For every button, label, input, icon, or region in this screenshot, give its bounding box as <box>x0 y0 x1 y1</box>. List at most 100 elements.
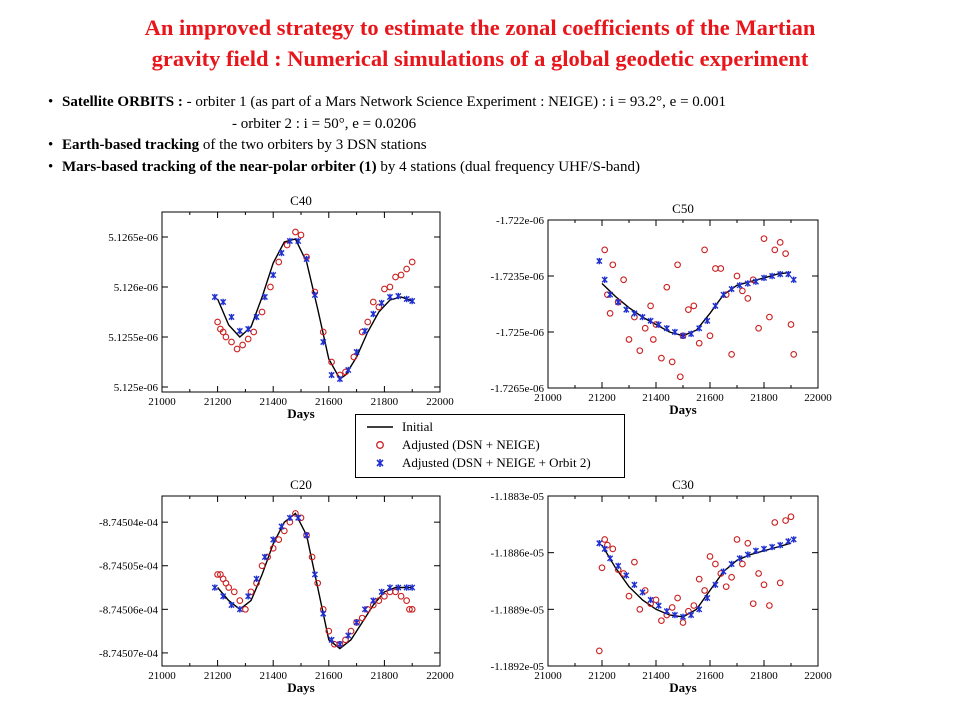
point-adjusted-neige <box>242 605 249 613</box>
x-tick-label: 21600 <box>315 670 343 682</box>
point-adjusted-orbit2 <box>712 581 719 588</box>
point-adjusted-neige <box>604 541 611 549</box>
x-tick-label: 21800 <box>371 396 399 408</box>
point-adjusted-orbit2 <box>623 306 630 313</box>
point-adjusted-orbit2 <box>211 584 218 591</box>
point-adjusted-neige <box>641 324 649 332</box>
point-adjusted-orbit2 <box>607 291 614 298</box>
point-adjusted-neige <box>397 271 405 279</box>
point-adjusted-neige <box>392 273 399 281</box>
point-adjusted-neige <box>403 265 410 273</box>
point-adjusted-neige <box>239 341 246 349</box>
bullet-mars-text: by 4 stations (dual frequency UHF/S-band… <box>376 158 640 175</box>
point-adjusted-orbit2 <box>663 325 670 332</box>
point-adjusted-orbit2 <box>403 295 410 303</box>
y-tick-label: -8.74506e-04 <box>99 604 158 616</box>
point-adjusted-neige <box>744 295 752 302</box>
point-adjusted-orbit2 <box>228 601 235 609</box>
point-adjusted-orbit2 <box>386 293 394 301</box>
bullet-list: • Satellite ORBITS : - orbiter 1 (as par… <box>48 92 726 178</box>
x-tick-label: 21600 <box>315 396 343 408</box>
chart-c30: 21000 21200 21400 21600 21800 22000 -1.1883e-0… <box>491 477 833 695</box>
point-adjusted-neige <box>771 519 779 526</box>
point-adjusted-orbit2 <box>631 581 638 588</box>
point-adjusted-orbit2 <box>769 543 776 551</box>
x-tick-label: 21800 <box>371 670 399 682</box>
point-adjusted-orbit2 <box>704 317 711 324</box>
point-adjusted-orbit2 <box>395 584 402 591</box>
point-adjusted-orbit2 <box>728 560 735 568</box>
point-adjusted-orbit2 <box>220 298 227 306</box>
legend-item-adjusted-orbit2: Adjusted (DSN + NEIGE + Orbit 2) <box>362 454 591 472</box>
point-adjusted-orbit2 <box>261 293 268 301</box>
point-adjusted-neige <box>319 328 327 336</box>
bullet-earth-text: of the two orbiters by 3 DSN stations <box>199 137 427 153</box>
point-adjusted-neige <box>766 313 773 321</box>
x-tick-label: 21000 <box>534 670 562 682</box>
point-adjusted-neige <box>685 607 692 615</box>
x-tick-label: 21600 <box>696 670 724 682</box>
point-adjusted-orbit2 <box>777 270 784 278</box>
point-adjusted-orbit2 <box>790 276 797 283</box>
point-adjusted-neige <box>408 605 416 613</box>
chart-c40: 21000 21200 21400 21600 21800 22000 5.1265e-06… <box>108 193 454 421</box>
x-tick-label: 21200 <box>204 396 232 408</box>
y-tick-label: -1.1883e-05 <box>491 491 545 503</box>
chart-legend: Initial Adjusted (DSN + NEIGE) Adjusted … <box>355 414 625 478</box>
x-axis-label: Days <box>287 680 314 695</box>
point-adjusted-orbit2 <box>671 611 678 619</box>
point-adjusted-neige <box>728 351 735 358</box>
point-adjusted-orbit2 <box>596 540 603 547</box>
point-adjusted-orbit2 <box>311 291 318 299</box>
point-adjusted-neige <box>358 614 366 622</box>
x-tick-label: 21200 <box>204 670 232 682</box>
point-adjusted-neige <box>297 231 305 239</box>
point-adjusted-neige <box>739 560 746 568</box>
circle-marker-icon <box>362 436 398 454</box>
point-adjusted-neige <box>609 545 617 553</box>
point-adjusted-orbit2 <box>245 325 252 333</box>
legend-label-adjusted-neige: Adjusted (DSN + NEIGE) <box>402 437 540 452</box>
point-adjusted-neige <box>668 358 676 366</box>
point-adjusted-neige <box>625 592 633 600</box>
point-adjusted-neige <box>233 345 241 353</box>
point-adjusted-orbit2 <box>270 271 277 279</box>
point-adjusted-neige <box>228 338 235 346</box>
point-adjusted-orbit2 <box>679 332 687 339</box>
point-adjusted-orbit2 <box>261 553 268 561</box>
point-adjusted-neige <box>392 588 399 596</box>
point-adjusted-neige <box>755 324 762 332</box>
x-tick-label: 22000 <box>804 392 832 404</box>
point-adjusted-neige <box>214 571 221 578</box>
point-adjusted-neige <box>258 308 266 316</box>
point-adjusted-orbit2 <box>386 584 394 591</box>
point-adjusted-neige <box>717 265 725 272</box>
point-adjusted-neige <box>283 241 291 249</box>
legend-item-initial: Initial <box>362 418 433 436</box>
point-adjusted-neige <box>222 333 230 341</box>
y-tick-label: -1.1889e-05 <box>491 604 545 616</box>
point-adjusted-neige <box>712 560 719 568</box>
point-adjusted-neige <box>712 265 719 272</box>
point-adjusted-orbit2 <box>696 606 703 613</box>
series-line-initial <box>216 238 413 381</box>
point-adjusted-neige <box>386 283 394 291</box>
point-adjusted-neige <box>706 553 714 560</box>
point-adjusted-orbit2 <box>720 291 727 298</box>
point-adjusted-neige <box>598 564 606 572</box>
point-adjusted-neige <box>406 605 413 613</box>
point-adjusted-orbit2 <box>712 302 719 310</box>
plot-frame <box>547 219 819 389</box>
point-adjusted-neige <box>647 302 654 310</box>
point-adjusted-neige <box>408 258 416 266</box>
point-adjusted-orbit2 <box>403 584 410 591</box>
point-adjusted-orbit2 <box>769 272 776 280</box>
point-adjusted-neige <box>325 627 333 635</box>
point-adjusted-orbit2 <box>409 297 416 305</box>
point-adjusted-neige <box>652 596 660 604</box>
point-adjusted-orbit2 <box>704 594 711 602</box>
x-tick-label: 21800 <box>750 670 778 682</box>
point-adjusted-neige <box>244 335 252 343</box>
point-adjusted-neige <box>674 594 681 602</box>
slide-title: An improved strategy to estimate the zon… <box>40 12 920 74</box>
